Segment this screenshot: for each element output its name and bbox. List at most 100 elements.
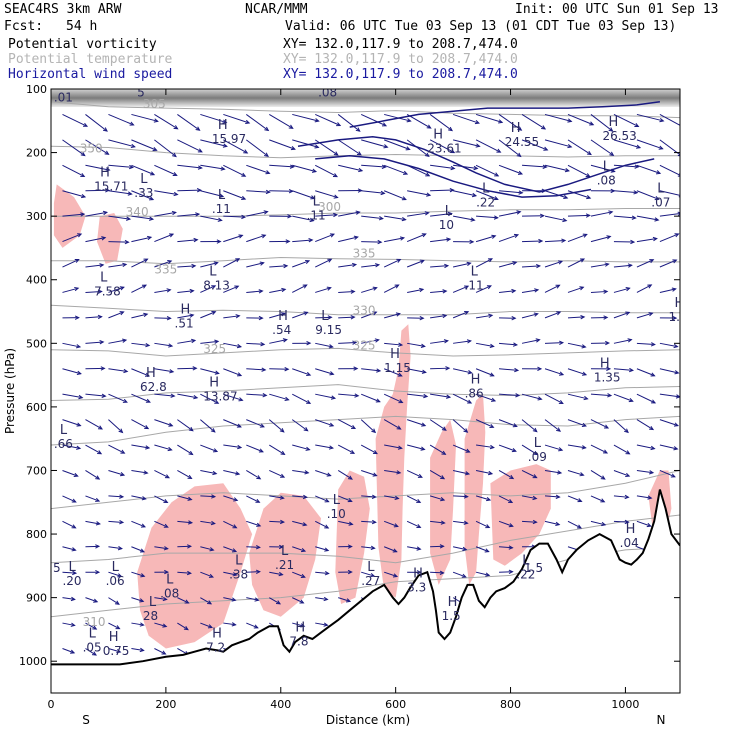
wind-vector xyxy=(407,444,426,451)
wind-vector xyxy=(131,312,149,319)
wind-vector xyxy=(62,393,84,400)
extremum-letter: L xyxy=(100,271,108,286)
wind-vector xyxy=(315,469,332,477)
extremum-value: 28 xyxy=(143,609,158,623)
wind-vector xyxy=(177,419,194,432)
wind-vector xyxy=(659,164,680,177)
extremum-value: 7.58 xyxy=(94,285,121,299)
wind-vector xyxy=(590,315,609,320)
wind-vector xyxy=(636,259,655,268)
wind-vector xyxy=(338,315,356,320)
wind-vector xyxy=(200,368,220,375)
wind-vector xyxy=(269,338,288,344)
extremum-letter: L xyxy=(657,182,665,197)
extremum-value: .21 xyxy=(275,558,294,572)
wind-vector xyxy=(659,211,680,217)
extremum-value: 8.13 xyxy=(203,278,230,292)
extremum-low: L.66 xyxy=(54,423,73,451)
model-title: SEAC4RS 3km ARW xyxy=(4,2,122,17)
wind-vector xyxy=(567,444,587,450)
wind-vector xyxy=(315,258,333,268)
wind-vector xyxy=(430,263,450,269)
wind-vector xyxy=(200,419,216,433)
wind-vector xyxy=(338,262,358,268)
wind-vector xyxy=(223,368,243,377)
wind-vector xyxy=(177,237,199,243)
wind-vector xyxy=(567,213,591,218)
wind-vector xyxy=(430,237,452,243)
wind-vector xyxy=(452,546,468,552)
theta-line-1 xyxy=(51,145,680,159)
wind-vector xyxy=(430,393,452,399)
extremum-low: L8.13 xyxy=(203,264,230,292)
wind-vector xyxy=(269,393,290,401)
wind-vector xyxy=(223,113,251,125)
wind-vector xyxy=(475,342,495,349)
wind-vector xyxy=(636,342,656,347)
extremum-letter: H xyxy=(278,309,288,324)
wind-vector xyxy=(590,340,611,346)
extremum-value: .10 xyxy=(327,507,346,521)
wind-vector xyxy=(590,139,615,157)
extremum-low: L.05 xyxy=(83,627,102,655)
wind-vector xyxy=(613,286,631,293)
extremum-letter: L xyxy=(471,264,479,279)
wind-vector xyxy=(659,470,676,478)
wind-vector xyxy=(338,188,363,193)
wind-vector xyxy=(108,215,132,221)
wind-vector xyxy=(131,495,147,501)
wind-vector xyxy=(590,188,616,194)
wind-vector xyxy=(154,288,172,293)
wind-vector xyxy=(567,520,583,529)
wind-vector xyxy=(200,622,214,629)
field-name-wind: Horizontal wind speed xyxy=(8,67,173,82)
wind-vector xyxy=(499,393,521,398)
wind-vector xyxy=(406,139,430,158)
vorticity-region-1 xyxy=(97,213,123,264)
wind-vector xyxy=(522,213,545,218)
wind-vector xyxy=(452,190,478,198)
wind-vector xyxy=(292,368,312,377)
wind-vector xyxy=(292,259,311,268)
extremum-letter: L xyxy=(218,188,226,203)
theta-line-5 xyxy=(51,347,680,357)
wind-vector xyxy=(475,190,499,201)
x-tick-label: 600 xyxy=(385,698,406,711)
wind-vector xyxy=(315,315,333,320)
wind-vector xyxy=(246,545,261,550)
wind-vector xyxy=(85,236,107,243)
wind-vector xyxy=(177,570,192,576)
wind-vector xyxy=(315,571,330,576)
wind-vector xyxy=(62,546,77,552)
wind-vector xyxy=(361,494,377,499)
forecast-hour: 54 h xyxy=(66,19,98,34)
extremum-low: L.20 xyxy=(62,560,81,588)
theta-line-9 xyxy=(51,514,680,564)
wind-vector xyxy=(498,114,523,131)
theta-label: 305 xyxy=(143,97,166,111)
wind-vector xyxy=(613,190,639,195)
y-tick-label: 1000 xyxy=(19,655,47,668)
field-name-pv: Potential vorticity xyxy=(8,37,157,52)
wind-vector xyxy=(337,139,362,156)
x-tick-label: 800 xyxy=(500,698,521,711)
wind-vector xyxy=(200,113,228,124)
wind-vector xyxy=(108,597,120,605)
wind-vector xyxy=(315,190,339,199)
wind-vector xyxy=(361,215,384,221)
wind-vector xyxy=(246,114,270,132)
wind-vector xyxy=(62,495,77,503)
wind-vector xyxy=(590,419,610,429)
wind-vector xyxy=(429,139,456,154)
wind-vector xyxy=(636,190,660,201)
wind-vector xyxy=(315,368,335,376)
extremum-value: .04 xyxy=(620,536,639,550)
y-tick-label: 400 xyxy=(26,274,47,287)
wind-vector xyxy=(384,215,407,222)
wind-vector xyxy=(246,189,271,195)
extremum-value: .08 xyxy=(318,86,337,100)
wind-vector xyxy=(613,470,631,477)
wind-vector xyxy=(498,419,518,428)
endpoint-north: N xyxy=(657,713,666,727)
extremum-letter: H xyxy=(146,366,156,381)
